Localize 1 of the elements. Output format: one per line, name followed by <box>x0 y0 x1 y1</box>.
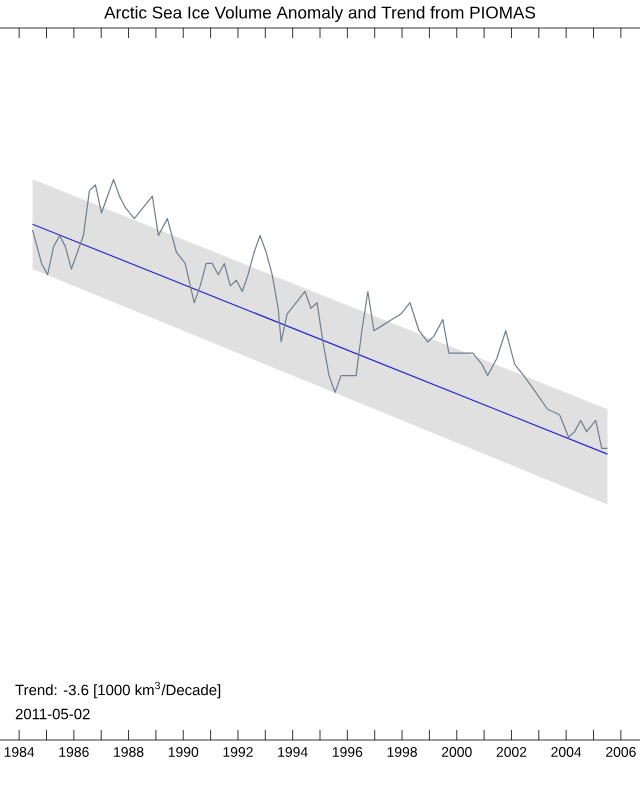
chart-title: Arctic Sea Ice Volume Anomaly and Trend from PIOMAS <box>104 6 536 22</box>
